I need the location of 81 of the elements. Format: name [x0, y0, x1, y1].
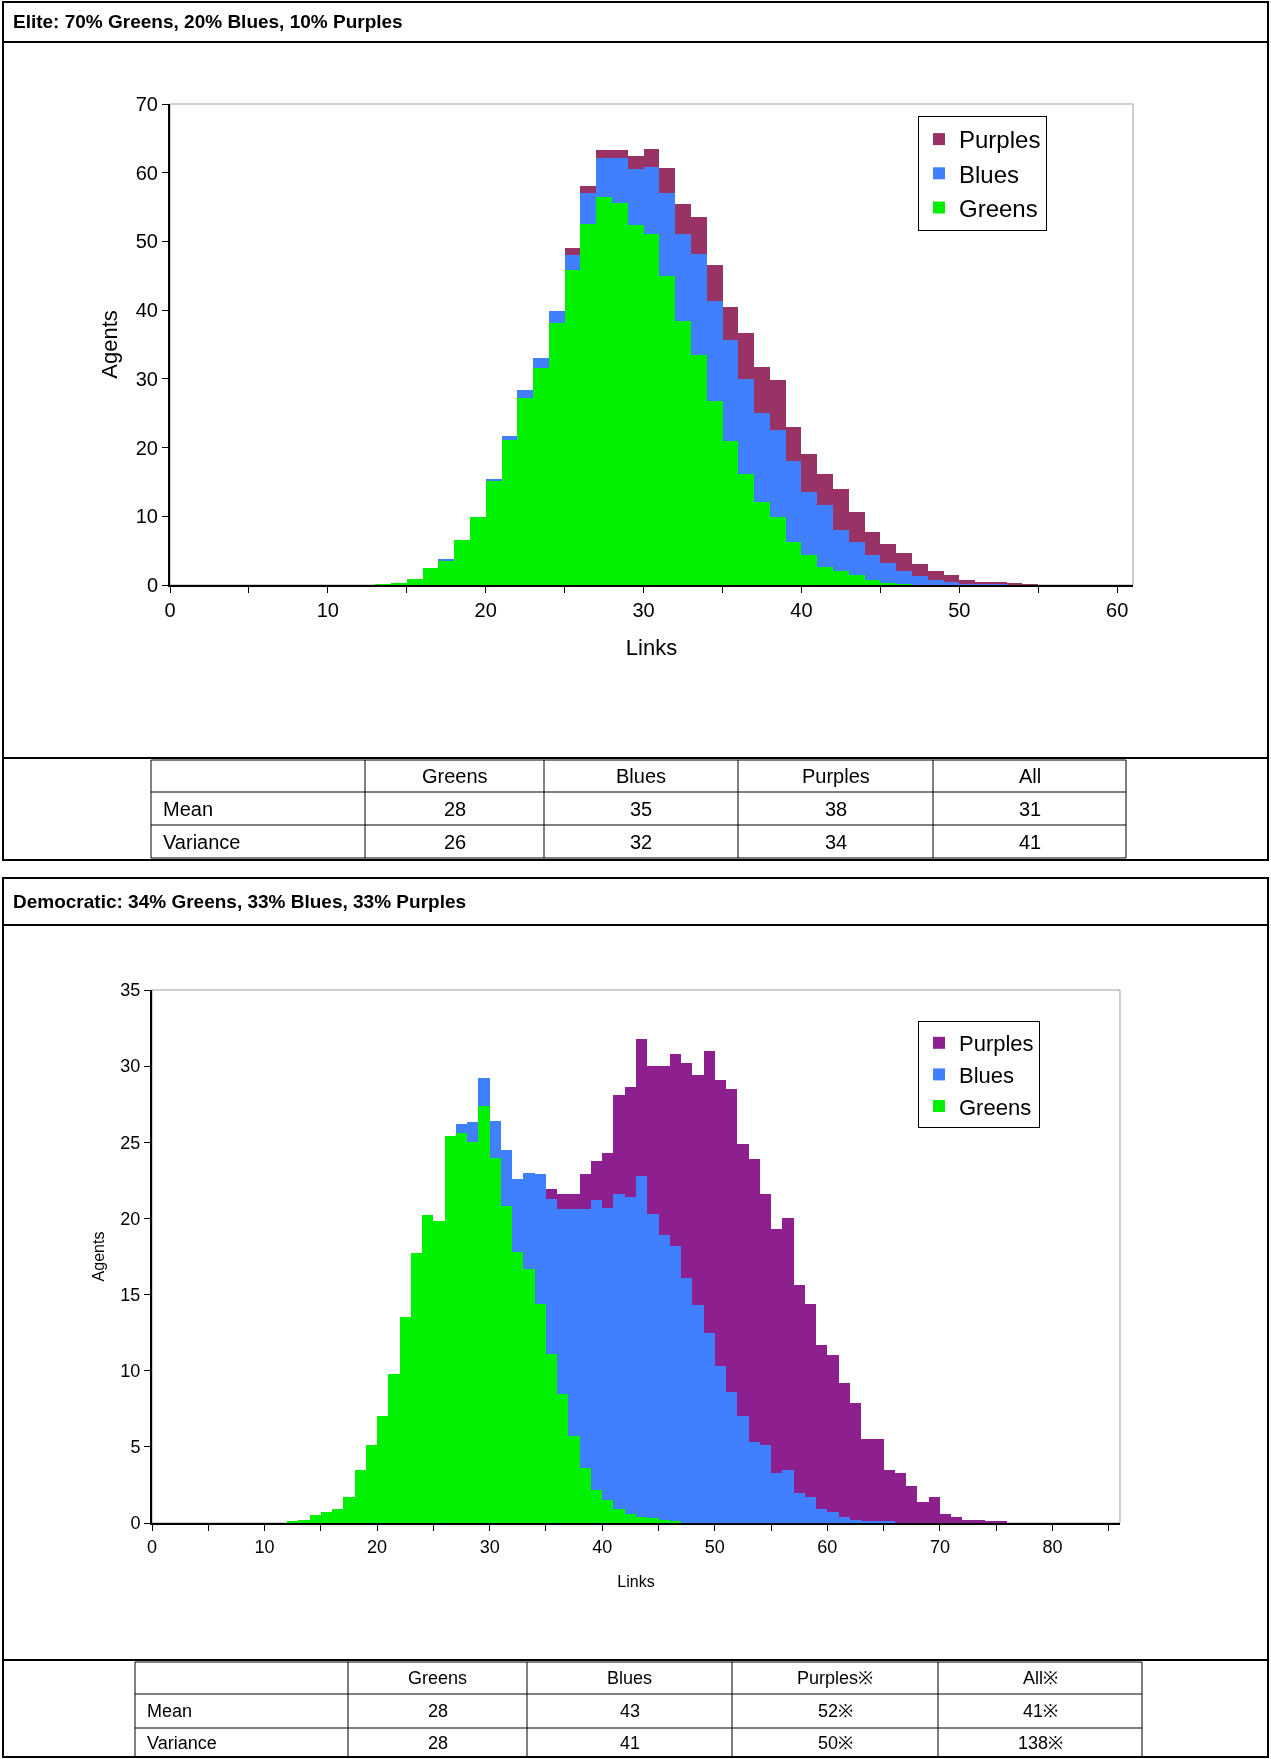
y-tick-label: 60 — [135, 161, 158, 184]
x-tick-label: 40 — [592, 1536, 613, 1557]
text: 32 — [630, 831, 653, 853]
bar — [565, 248, 580, 255]
text: Blues — [616, 765, 667, 787]
x-tick-label: 30 — [632, 599, 655, 621]
x-axis-title: Links — [617, 1572, 655, 1590]
text: Greens — [408, 1668, 468, 1688]
x-tick-label: 0 — [164, 599, 176, 621]
y-tick-label: 10 — [135, 505, 158, 528]
text: 43 — [620, 1701, 641, 1721]
text: 31 — [1019, 798, 1042, 820]
y-tick-label: 10 — [120, 1361, 141, 1382]
text: Purples — [802, 765, 870, 787]
x-tick-label: 50 — [704, 1536, 725, 1557]
bar — [707, 265, 723, 301]
text: 34 — [825, 831, 848, 853]
text: Variance — [147, 1733, 217, 1753]
x-tick-label: 20 — [474, 599, 497, 621]
bar — [549, 311, 565, 323]
y-tick-label: 70 — [135, 93, 158, 115]
legend-label: Purples — [959, 1031, 1034, 1057]
text: All — [1019, 765, 1042, 787]
legend-label: Blues — [959, 1062, 1015, 1088]
text: Mean — [163, 798, 214, 820]
x-tick-label: 50 — [948, 599, 971, 621]
text: 52※ — [818, 1701, 854, 1721]
x-tick-label: 60 — [1106, 599, 1129, 621]
text: Purples※ — [797, 1668, 874, 1688]
x-tick-label: 60 — [817, 1536, 838, 1557]
chart-title: Democratic: 34% Greens, 33% Blues, 33% Purples — [13, 891, 467, 912]
y-axis-title: Agents — [89, 1231, 107, 1282]
text: 138※ — [1018, 1733, 1064, 1753]
y-tick-label: 0 — [146, 574, 158, 596]
text: 38 — [825, 798, 848, 820]
y-tick-label: 50 — [135, 230, 158, 253]
text: 26 — [444, 831, 467, 853]
x-tick-label: 40 — [790, 599, 813, 621]
bar — [478, 1078, 490, 1106]
x-tick-label: 20 — [367, 1536, 388, 1557]
y-tick-label: 20 — [135, 436, 158, 459]
text: All※ — [1023, 1668, 1059, 1688]
y-tick-label: 40 — [135, 299, 158, 322]
x-tick-label: 10 — [254, 1536, 275, 1557]
x-tick-label: 80 — [1042, 1536, 1063, 1557]
x-tick-label: 30 — [479, 1536, 500, 1557]
y-tick-label: 30 — [135, 367, 158, 390]
legend-label: Purples — [959, 126, 1041, 154]
text: Mean — [147, 1701, 193, 1721]
legend-label: Blues — [959, 160, 1020, 188]
text: Greens — [422, 765, 488, 787]
y-tick-label: 0 — [130, 1513, 141, 1534]
y-tick-label: 20 — [120, 1208, 141, 1229]
bar — [565, 255, 580, 270]
x-axis-title: Links — [625, 635, 678, 661]
bar — [533, 358, 549, 368]
x-tick-label: 70 — [929, 1536, 950, 1557]
text: 28 — [444, 798, 467, 820]
bar — [517, 390, 533, 398]
text: 28 — [428, 1733, 449, 1753]
bar — [659, 168, 675, 193]
y-tick-label: 5 — [130, 1437, 141, 1458]
chart-title: Elite: 70% Greens, 20% Blues, 10% Purples — [13, 11, 403, 32]
y-tick-label: 15 — [120, 1284, 141, 1305]
bar — [580, 186, 596, 193]
y-tick-label: 30 — [120, 1056, 141, 1077]
text: 41 — [1019, 831, 1042, 853]
y-tick-label: 25 — [120, 1132, 141, 1153]
legend-label: Greens — [959, 1094, 1032, 1120]
text: 35 — [630, 798, 653, 820]
text: Blues — [607, 1668, 653, 1688]
y-axis-title: Agents — [97, 310, 123, 379]
text: 50※ — [818, 1733, 854, 1753]
text: Variance — [163, 831, 241, 853]
text: 41 — [620, 1733, 641, 1753]
bar — [502, 436, 517, 440]
x-tick-label: 10 — [316, 599, 339, 621]
text: 28 — [428, 1701, 449, 1721]
y-tick-label: 35 — [120, 980, 141, 1001]
legend-label: Greens — [959, 194, 1038, 222]
text: 41※ — [1023, 1701, 1059, 1721]
